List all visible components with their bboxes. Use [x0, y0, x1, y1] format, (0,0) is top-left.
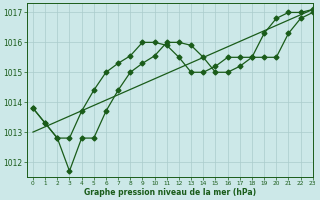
- X-axis label: Graphe pression niveau de la mer (hPa): Graphe pression niveau de la mer (hPa): [84, 188, 256, 197]
